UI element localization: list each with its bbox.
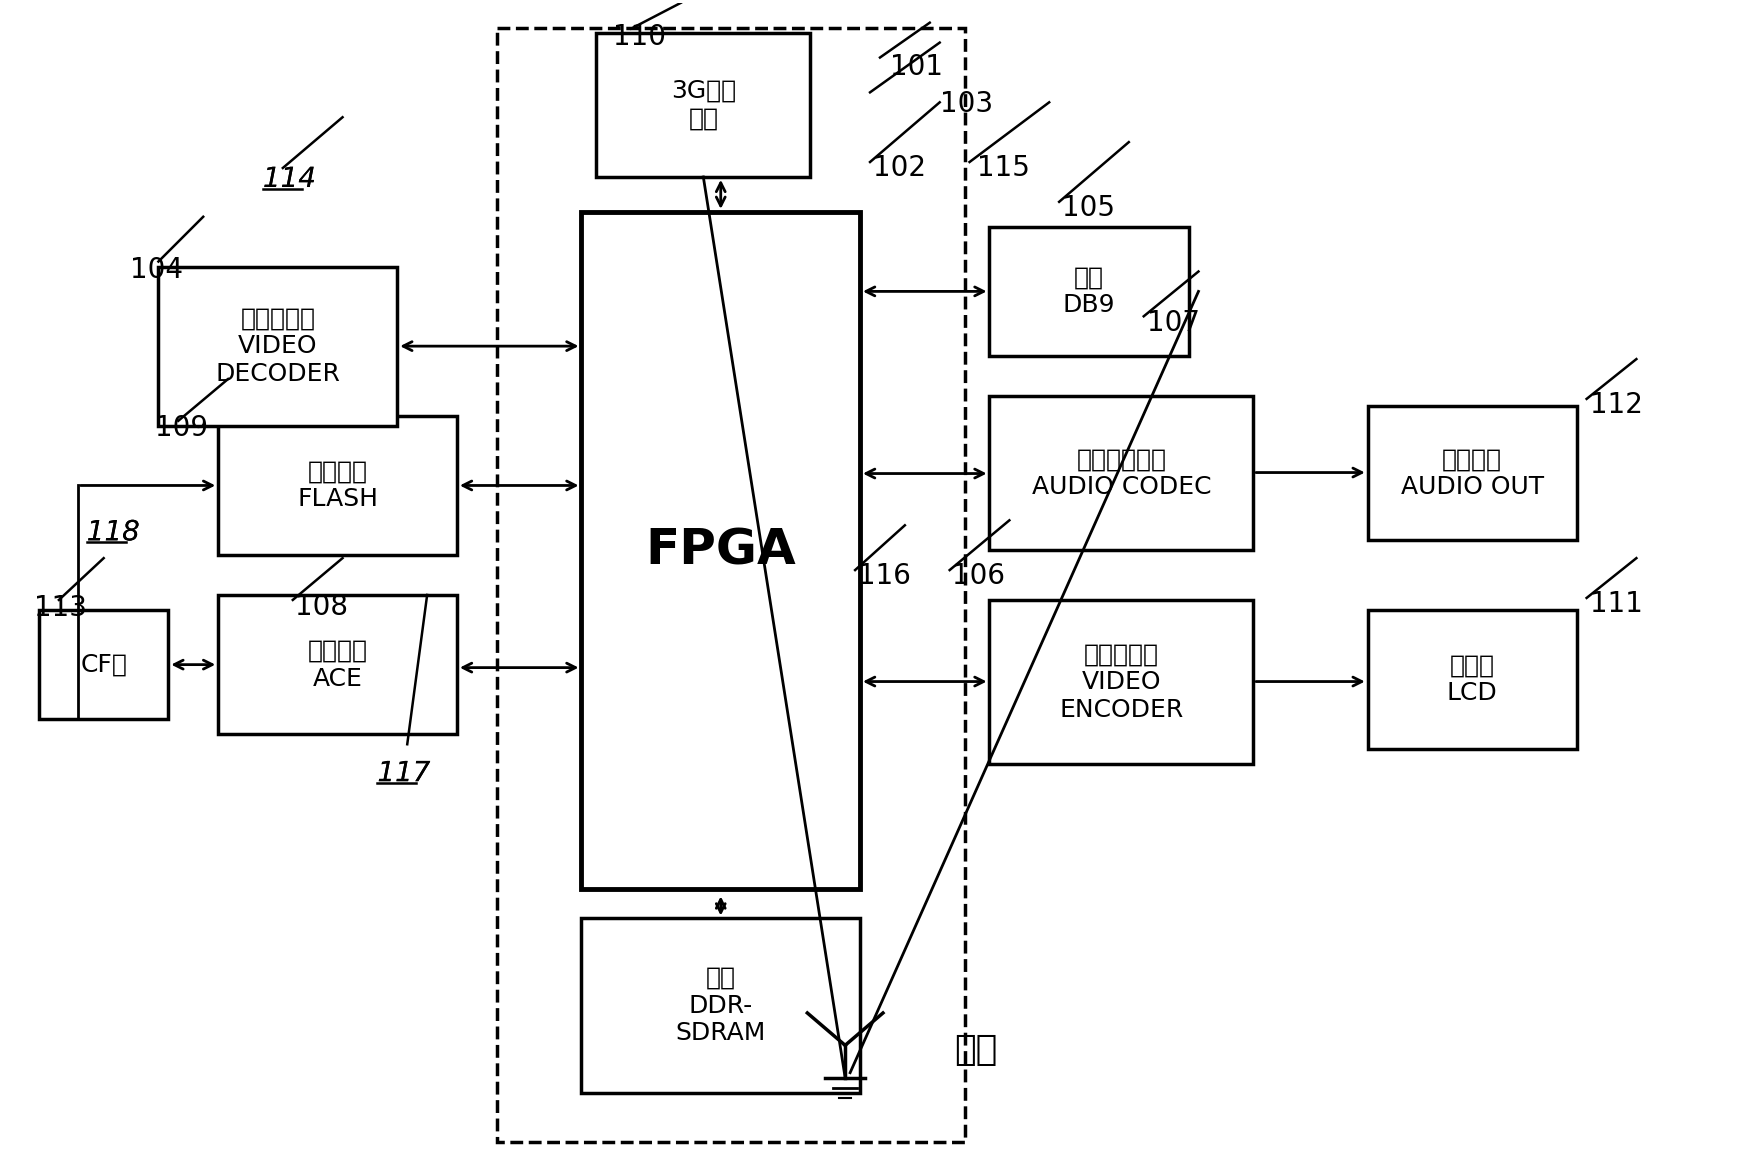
Text: 117: 117 <box>377 759 430 788</box>
Text: DB9: DB9 <box>1064 293 1114 318</box>
Text: 3G通信: 3G通信 <box>670 79 735 103</box>
Text: 112: 112 <box>1590 391 1643 418</box>
Text: 音频编解码器: 音频编解码器 <box>1076 448 1167 471</box>
Text: 音频输出: 音频输出 <box>1443 448 1502 471</box>
Text: 104: 104 <box>130 255 183 284</box>
Text: 103: 103 <box>939 90 993 118</box>
Bar <box>990 226 1188 356</box>
Text: 系统配置: 系统配置 <box>307 639 367 662</box>
Text: 110: 110 <box>612 22 667 50</box>
Text: 116: 116 <box>858 563 911 591</box>
Text: VIDEO: VIDEO <box>239 334 318 359</box>
Text: 115: 115 <box>976 154 1030 182</box>
Text: 109: 109 <box>156 414 209 442</box>
Bar <box>158 266 397 425</box>
Text: 106: 106 <box>951 563 1004 591</box>
Text: LCD: LCD <box>1446 681 1497 706</box>
Text: 114: 114 <box>263 165 316 193</box>
Bar <box>990 600 1253 764</box>
Text: 107: 107 <box>1146 309 1200 338</box>
Text: 111: 111 <box>1590 590 1643 618</box>
Text: SDRAM: SDRAM <box>676 1021 765 1045</box>
Text: AUDIO OUT: AUDIO OUT <box>1400 475 1544 499</box>
Text: FPGA: FPGA <box>646 526 797 574</box>
Text: FLASH: FLASH <box>297 488 377 511</box>
Bar <box>1367 609 1576 749</box>
Bar <box>1367 406 1576 540</box>
Text: 101: 101 <box>890 53 942 81</box>
Text: CF卡: CF卡 <box>81 653 126 676</box>
Text: ENCODER: ENCODER <box>1060 697 1183 722</box>
Text: DDR-: DDR- <box>688 994 753 1017</box>
Bar <box>990 396 1253 550</box>
Text: 102: 102 <box>872 154 927 182</box>
Text: 视频解码器: 视频解码器 <box>240 306 316 331</box>
Bar <box>218 416 456 556</box>
Text: 视频编码器: 视频编码器 <box>1085 642 1158 666</box>
Text: 天线: 天线 <box>955 1033 999 1067</box>
Text: 113: 113 <box>33 594 88 622</box>
Text: ACE: ACE <box>312 667 363 690</box>
Bar <box>497 28 965 1143</box>
Text: 105: 105 <box>1062 193 1114 222</box>
Text: 平台配置: 平台配置 <box>307 459 367 484</box>
Text: 108: 108 <box>295 593 347 621</box>
Bar <box>218 595 456 735</box>
Bar <box>581 919 860 1092</box>
Text: 内存: 内存 <box>706 966 735 989</box>
Text: VIDEO: VIDEO <box>1081 670 1162 694</box>
Text: 芯片: 芯片 <box>688 107 718 130</box>
Text: 液晶屏: 液晶屏 <box>1450 654 1495 677</box>
Text: DECODER: DECODER <box>216 362 340 386</box>
Bar <box>39 609 168 720</box>
Bar <box>581 212 860 888</box>
Text: AUDIO CODEC: AUDIO CODEC <box>1032 475 1211 499</box>
Text: 串口: 串口 <box>1074 266 1104 289</box>
Bar <box>597 33 811 177</box>
Text: 118: 118 <box>86 518 140 546</box>
